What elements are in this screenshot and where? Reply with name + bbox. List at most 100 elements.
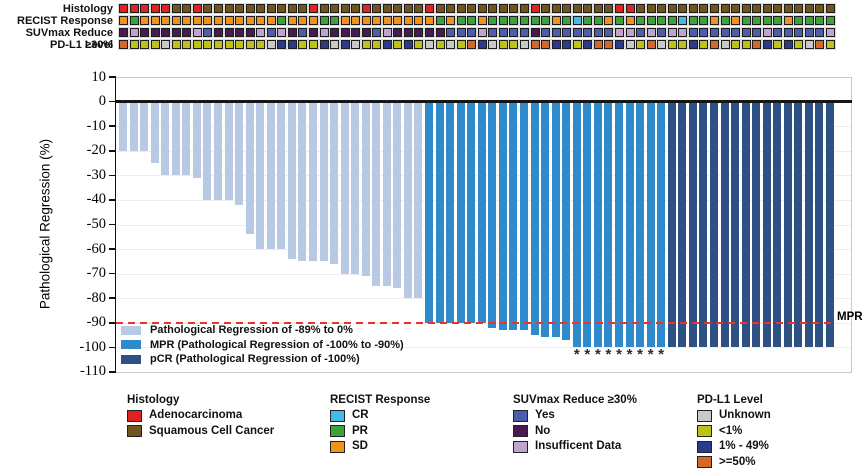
bar-patient-1-regression bbox=[119, 103, 127, 151]
zero-baseline bbox=[116, 100, 852, 103]
bar-patient-53-pcr bbox=[667, 103, 676, 348]
track-cell-suvmax bbox=[456, 28, 466, 37]
track-cell-suvmax bbox=[213, 28, 223, 37]
bar-patient-48-mpr bbox=[614, 103, 623, 348]
y-tick-label: -80 bbox=[86, 289, 106, 306]
track-cell-recist bbox=[287, 16, 297, 25]
track-cell-histology bbox=[403, 4, 413, 13]
track-cell-pdl1 bbox=[530, 40, 540, 49]
track-cell-histology bbox=[551, 4, 561, 13]
track-cell-suvmax bbox=[583, 28, 593, 37]
bar-patient-36-mpr bbox=[488, 103, 497, 328]
track-cell-suvmax bbox=[551, 28, 561, 37]
track-cell-pdl1 bbox=[488, 40, 498, 49]
track-cell-recist bbox=[340, 16, 350, 25]
bar-patient-47-mpr bbox=[604, 103, 613, 348]
track-cell-pdl1 bbox=[625, 40, 635, 49]
bar-patient-61-pcr bbox=[752, 103, 761, 348]
legend-group-title-histology: Histology bbox=[127, 394, 180, 406]
track-cell-pdl1 bbox=[203, 40, 213, 49]
track-cell-recist bbox=[393, 16, 403, 25]
track-cell-histology bbox=[614, 4, 624, 13]
track-cell-histology bbox=[826, 4, 836, 13]
track-cell-pdl1 bbox=[572, 40, 582, 49]
track-cell-histology bbox=[636, 4, 646, 13]
bar-patient-9-regression bbox=[203, 103, 212, 200]
track-cell-suvmax bbox=[298, 28, 308, 37]
track-cell-pdl1 bbox=[794, 40, 804, 49]
track-cell-pdl1 bbox=[266, 40, 276, 49]
track-cell-suvmax bbox=[498, 28, 508, 37]
y-axis-tick bbox=[109, 272, 116, 275]
track-cell-recist bbox=[256, 16, 266, 25]
track-cell-pdl1 bbox=[287, 40, 297, 49]
track-cell-recist bbox=[498, 16, 508, 25]
asterisk-marker: * bbox=[584, 346, 591, 363]
track-cell-suvmax bbox=[762, 28, 772, 37]
track-cell-pdl1 bbox=[709, 40, 719, 49]
y-axis-tick bbox=[109, 125, 116, 128]
legend-swatch-pd-l1-level bbox=[697, 409, 712, 422]
track-cell-recist bbox=[140, 16, 150, 25]
track-cell-suvmax bbox=[308, 28, 318, 37]
track-cell-histology bbox=[477, 4, 487, 13]
track-cell-suvmax bbox=[752, 28, 762, 37]
track-cell-recist bbox=[477, 16, 487, 25]
track-cell-pdl1 bbox=[330, 40, 340, 49]
bar-patient-6-regression bbox=[171, 103, 180, 176]
track-cell-suvmax bbox=[562, 28, 572, 37]
track-cell-histology bbox=[593, 4, 603, 13]
track-cell-suvmax bbox=[129, 28, 139, 37]
track-cell-suvmax bbox=[245, 28, 255, 37]
track-cell-pdl1 bbox=[646, 40, 656, 49]
bar-patient-56-pcr bbox=[699, 103, 708, 348]
track-cell-suvmax bbox=[192, 28, 202, 37]
track-cell-recist bbox=[783, 16, 793, 25]
track-cell-pdl1 bbox=[192, 40, 202, 49]
track-cell-pdl1 bbox=[604, 40, 614, 49]
track-cell-histology bbox=[298, 4, 308, 13]
track-cell-recist bbox=[308, 16, 318, 25]
track-cell-recist bbox=[541, 16, 551, 25]
track-cell-suvmax bbox=[435, 28, 445, 37]
bar-patient-60-pcr bbox=[741, 103, 750, 348]
legend-label-histology: Squamous Cell Cancer bbox=[149, 424, 275, 437]
bar-patient-26-regression bbox=[382, 103, 391, 286]
track-cell-histology bbox=[752, 4, 762, 13]
track-cell-recist bbox=[382, 16, 392, 25]
track-cell-recist bbox=[119, 16, 128, 25]
legend-label-suvmax-reduce-30-: Yes bbox=[535, 409, 555, 421]
track-cell-suvmax bbox=[393, 28, 403, 37]
track-cell-histology bbox=[150, 4, 160, 13]
track-cell-histology bbox=[182, 4, 192, 13]
track-label-histology: Histology bbox=[62, 3, 113, 15]
chart-legend-label-regression: Pathological Regression of -89% to 0% bbox=[150, 324, 353, 336]
track-cell-pdl1 bbox=[382, 40, 392, 49]
legend-label-histology: Adenocarcinoma bbox=[149, 409, 243, 421]
mpr-threshold-line bbox=[116, 321, 836, 324]
track-cell-suvmax bbox=[161, 28, 171, 37]
track-cell-pdl1 bbox=[277, 40, 287, 49]
bar-patient-2-regression bbox=[129, 103, 138, 151]
track-label-pdl1: PD-L1 Level bbox=[50, 39, 113, 51]
track-cell-suvmax bbox=[287, 28, 297, 37]
track-cell-recist bbox=[530, 16, 540, 25]
y-axis-line bbox=[114, 77, 117, 373]
track-cell-recist bbox=[351, 16, 361, 25]
y-tick-label: -20 bbox=[86, 142, 106, 159]
track-cell-suvmax bbox=[266, 28, 276, 37]
bar-patient-34-mpr bbox=[467, 103, 476, 323]
bar-patient-28-regression bbox=[403, 103, 412, 299]
bar-patient-13-regression bbox=[245, 103, 254, 235]
track-cell-suvmax bbox=[467, 28, 477, 37]
track-cell-pdl1 bbox=[731, 40, 741, 49]
track-cell-pdl1 bbox=[741, 40, 751, 49]
track-cell-recist bbox=[161, 16, 171, 25]
y-axis-tick bbox=[109, 371, 116, 373]
legend-swatch-histology bbox=[127, 425, 142, 438]
track-cell-recist bbox=[688, 16, 698, 25]
track-cell-suvmax bbox=[794, 28, 804, 37]
bar-patient-29-regression bbox=[414, 103, 423, 299]
track-cell-histology bbox=[709, 4, 719, 13]
track-cell-pdl1 bbox=[435, 40, 445, 49]
